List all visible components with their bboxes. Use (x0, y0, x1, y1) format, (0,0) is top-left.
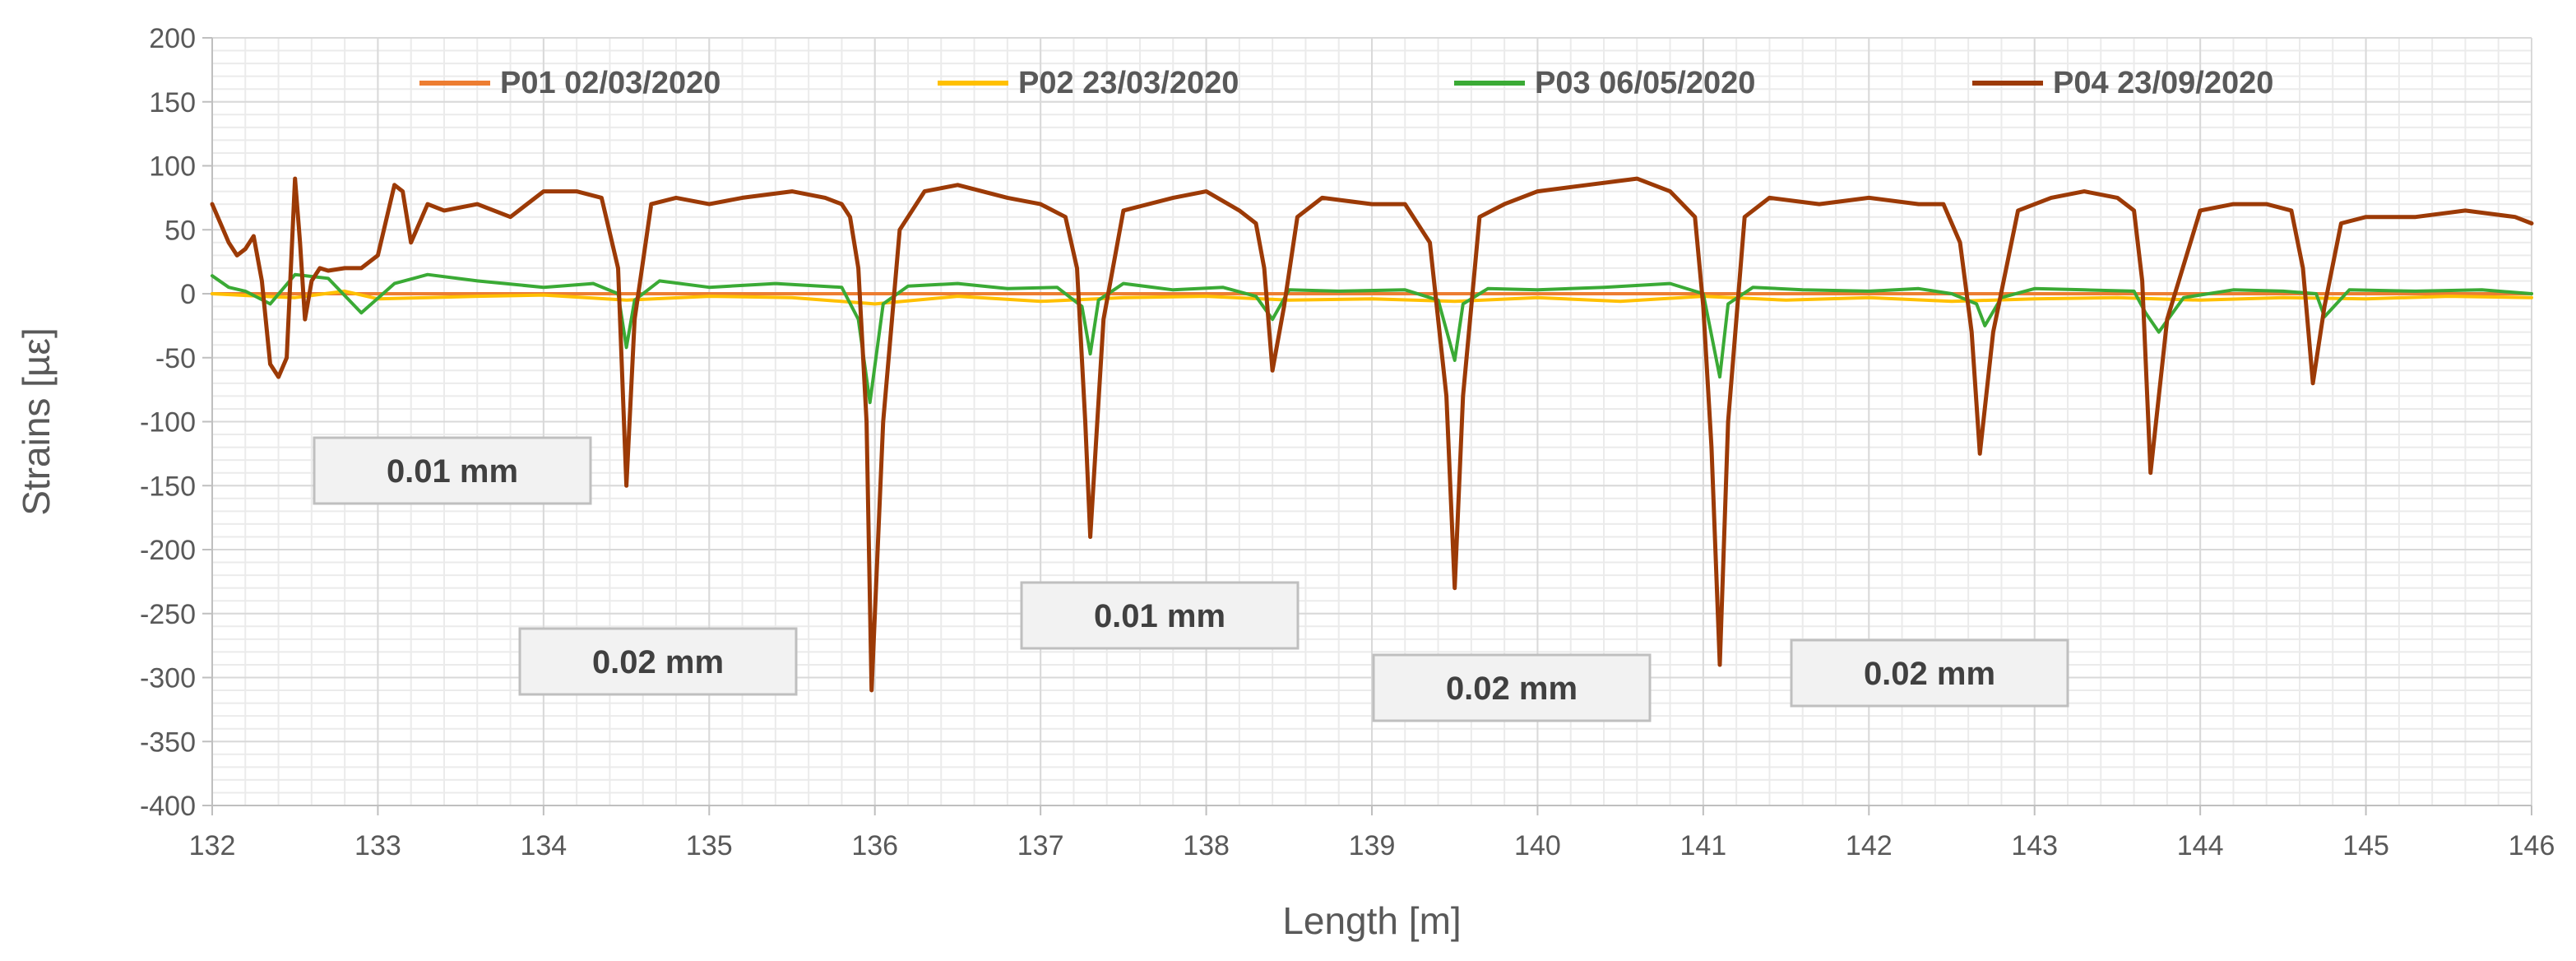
y-axis-title: Strains [µε] (15, 327, 58, 516)
y-tick-label: -200 (140, 535, 196, 566)
annotation-box: 0.01 mm (313, 436, 592, 505)
x-tick-label: 144 (2177, 830, 2224, 861)
x-tick-label: 132 (189, 830, 236, 861)
y-tick-label: 0 (180, 279, 196, 310)
annotations: 0.01 mm 0.02 mm 0.01 mm 0.02 mm 0.02 mm (313, 436, 2069, 722)
y-tick-label: -100 (140, 407, 196, 439)
y-tick-label: -350 (140, 727, 196, 758)
x-tick-label: 140 (1514, 830, 1561, 861)
y-tick-label: -50 (155, 343, 196, 374)
x-tick-label: 138 (1183, 830, 1230, 861)
annotation-box: 0.02 mm (1372, 653, 1652, 722)
series-line-4 (210, 176, 2534, 693)
legend-label: P04 23/09/2020 (2053, 66, 2273, 100)
y-tick-label: -250 (140, 599, 196, 630)
x-tick-label: 139 (1349, 830, 1396, 861)
annotation-label: 0.02 mm (1864, 656, 1995, 692)
annotation-label: 0.01 mm (387, 453, 518, 490)
y-tick-label: 150 (149, 87, 196, 118)
legend-label: P03 06/05/2020 (1535, 66, 1755, 100)
legend-item-2: P02 23/03/2020 (938, 66, 1239, 100)
x-tick-label: 146 (2509, 830, 2555, 861)
legend-item-1: P01 02/03/2020 (419, 66, 720, 100)
x-tick-label: 136 (851, 830, 898, 861)
annotation-label: 0.01 mm (1094, 598, 1225, 634)
y-tick-label: 50 (164, 215, 196, 246)
series-line-2 (211, 289, 2533, 306)
y-tick-label: -150 (140, 471, 196, 502)
annotation-label: 0.02 mm (1446, 671, 1578, 707)
x-tick-label: 143 (2011, 830, 2058, 861)
annotation-box: 0.02 mm (1790, 638, 2069, 708)
x-tick-label: 133 (354, 830, 401, 861)
x-tick-label: 134 (520, 830, 567, 861)
annotation-box-bg (1790, 638, 2069, 708)
x-tick-label: 137 (1017, 830, 1064, 861)
x-tick-label: 135 (686, 830, 733, 861)
legend-label: P02 23/03/2020 (1018, 66, 1239, 100)
annotation-label: 0.02 mm (592, 644, 724, 680)
x-axis-title: Length [m] (1282, 899, 1461, 942)
annotation-box-bg (313, 436, 592, 505)
y-tick-label: 200 (149, 23, 196, 54)
annotation-box-bg (1020, 581, 1300, 650)
x-tick-label: 142 (1846, 830, 1893, 861)
legend-item-3: P03 06/05/2020 (1454, 66, 1755, 100)
annotation-box: 0.02 mm (518, 627, 798, 696)
x-tick-label: 145 (2342, 830, 2389, 861)
series-line-3 (211, 272, 2533, 405)
legend-label: P01 02/03/2020 (500, 66, 720, 100)
annotation-box: 0.01 mm (1020, 581, 1300, 650)
y-tick-label: -400 (140, 791, 196, 822)
annotation-box-bg (1372, 653, 1652, 722)
x-tick-label: 141 (1679, 830, 1726, 861)
legend-item-4: P04 23/09/2020 (1972, 66, 2273, 100)
annotation-box-bg (518, 627, 798, 696)
series-lines (210, 176, 2534, 693)
y-tick-label: -300 (140, 663, 196, 694)
legend: P01 02/03/2020 P02 23/03/2020 P03 06/05/20… (419, 66, 2273, 100)
y-tick-label: 100 (149, 151, 196, 183)
